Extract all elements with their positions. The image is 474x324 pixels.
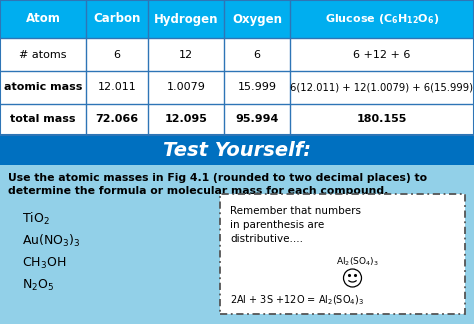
Text: Al$_2$(SO$_4$)$_3$: Al$_2$(SO$_4$)$_3$ [336,256,379,268]
Text: 72.066: 72.066 [95,114,138,124]
Text: atomic mass: atomic mass [4,83,82,92]
Bar [0,38,474,71]
Text: CH$_3$OH: CH$_3$OH [22,255,66,271]
Text: 1.0079: 1.0079 [166,83,205,92]
Text: 6(12.011) + 12(1.0079) + 6(15.999): 6(12.011) + 12(1.0079) + 6(15.999) [291,83,474,92]
Text: 6: 6 [254,50,261,60]
Bar [0,165,474,324]
Text: 95.994: 95.994 [235,114,279,124]
Text: Au(NO$_3$)$_3$: Au(NO$_3$)$_3$ [22,233,81,249]
Text: Use the atomic masses in Fig 4.1 (rounded to two decimal places) to
determine th: Use the atomic masses in Fig 4.1 (rounde… [8,173,427,196]
Text: Test Yourself:: Test Yourself: [163,141,311,159]
Text: TiO$_2$: TiO$_2$ [22,211,50,227]
Bar [0,135,474,165]
Text: 180.155: 180.155 [357,114,407,124]
Text: # atoms: # atoms [19,50,67,60]
Text: distributive....: distributive.... [230,234,303,244]
Text: Glucose ($\mathbf{C_6H_{12}O_6}$): Glucose ($\mathbf{C_6H_{12}O_6}$) [325,12,439,26]
Bar [0,104,474,135]
Text: Atom: Atom [26,13,61,26]
Text: 12: 12 [179,50,193,60]
Text: Carbon: Carbon [93,13,141,26]
Text: in parenthesis are: in parenthesis are [230,220,324,230]
Text: 12.095: 12.095 [164,114,208,124]
Text: total mass: total mass [10,114,76,124]
Text: Oxygen: Oxygen [232,13,282,26]
Text: 2Al + 3S +12O = Al$_2$(SO$_4$)$_3$: 2Al + 3S +12O = Al$_2$(SO$_4$)$_3$ [230,293,365,307]
Text: 15.999: 15.999 [237,83,276,92]
Text: N$_2$O$_5$: N$_2$O$_5$ [22,277,54,293]
Text: 6 +12 + 6: 6 +12 + 6 [353,50,410,60]
Bar [0,0,474,135]
Bar [220,194,465,314]
Text: 6: 6 [113,50,120,60]
Text: Remember that numbers: Remember that numbers [230,206,361,216]
Text: 12.011: 12.011 [98,83,137,92]
Text: Hydrogen: Hydrogen [154,13,218,26]
Bar [0,71,474,104]
Bar [0,0,474,38]
